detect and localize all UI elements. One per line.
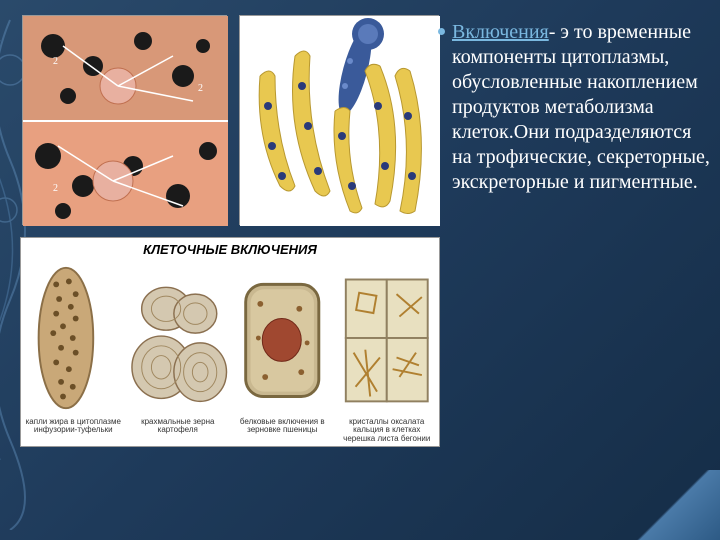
corner-decoration [630, 470, 720, 540]
label-4: кристаллы оксалата кальция в клетках чер… [335, 418, 440, 444]
svg-text:2: 2 [198, 83, 203, 94]
term: Включения [452, 21, 549, 43]
svg-text:2: 2 [53, 56, 58, 67]
diagram-labels: капли жира в цитоплазме инфузории-туфель… [21, 418, 439, 444]
images-column: 2 2 2 [20, 15, 440, 447]
microscopy-image: 2 2 2 [22, 15, 227, 225]
main-text: Включения- э то временные компоненты цит… [452, 21, 710, 193]
svg-text:2: 2 [53, 183, 58, 194]
bullet-icon [438, 28, 445, 35]
spores-image [239, 15, 439, 225]
label-3: белковые включения в зерновке пшеницы [230, 418, 335, 444]
label-2: крахмальные зерна картофеля [126, 418, 231, 444]
top-image-row: 2 2 2 [20, 15, 440, 225]
slide-content: 2 2 2 [20, 15, 710, 447]
text-column: Включения- э то временные компоненты цит… [450, 15, 710, 447]
body-text: - э то временные компоненты цитоплазмы, … [452, 21, 710, 193]
cell-inclusions-diagram: КЛЕТОЧНЫЕ ВКЛЮЧЕНИЯ [20, 237, 440, 447]
diagram-title: КЛЕТОЧНЫЕ ВКЛЮЧЕНИЯ [21, 242, 439, 257]
label-1: капли жира в цитоплазме инфузории-туфель… [21, 418, 126, 444]
